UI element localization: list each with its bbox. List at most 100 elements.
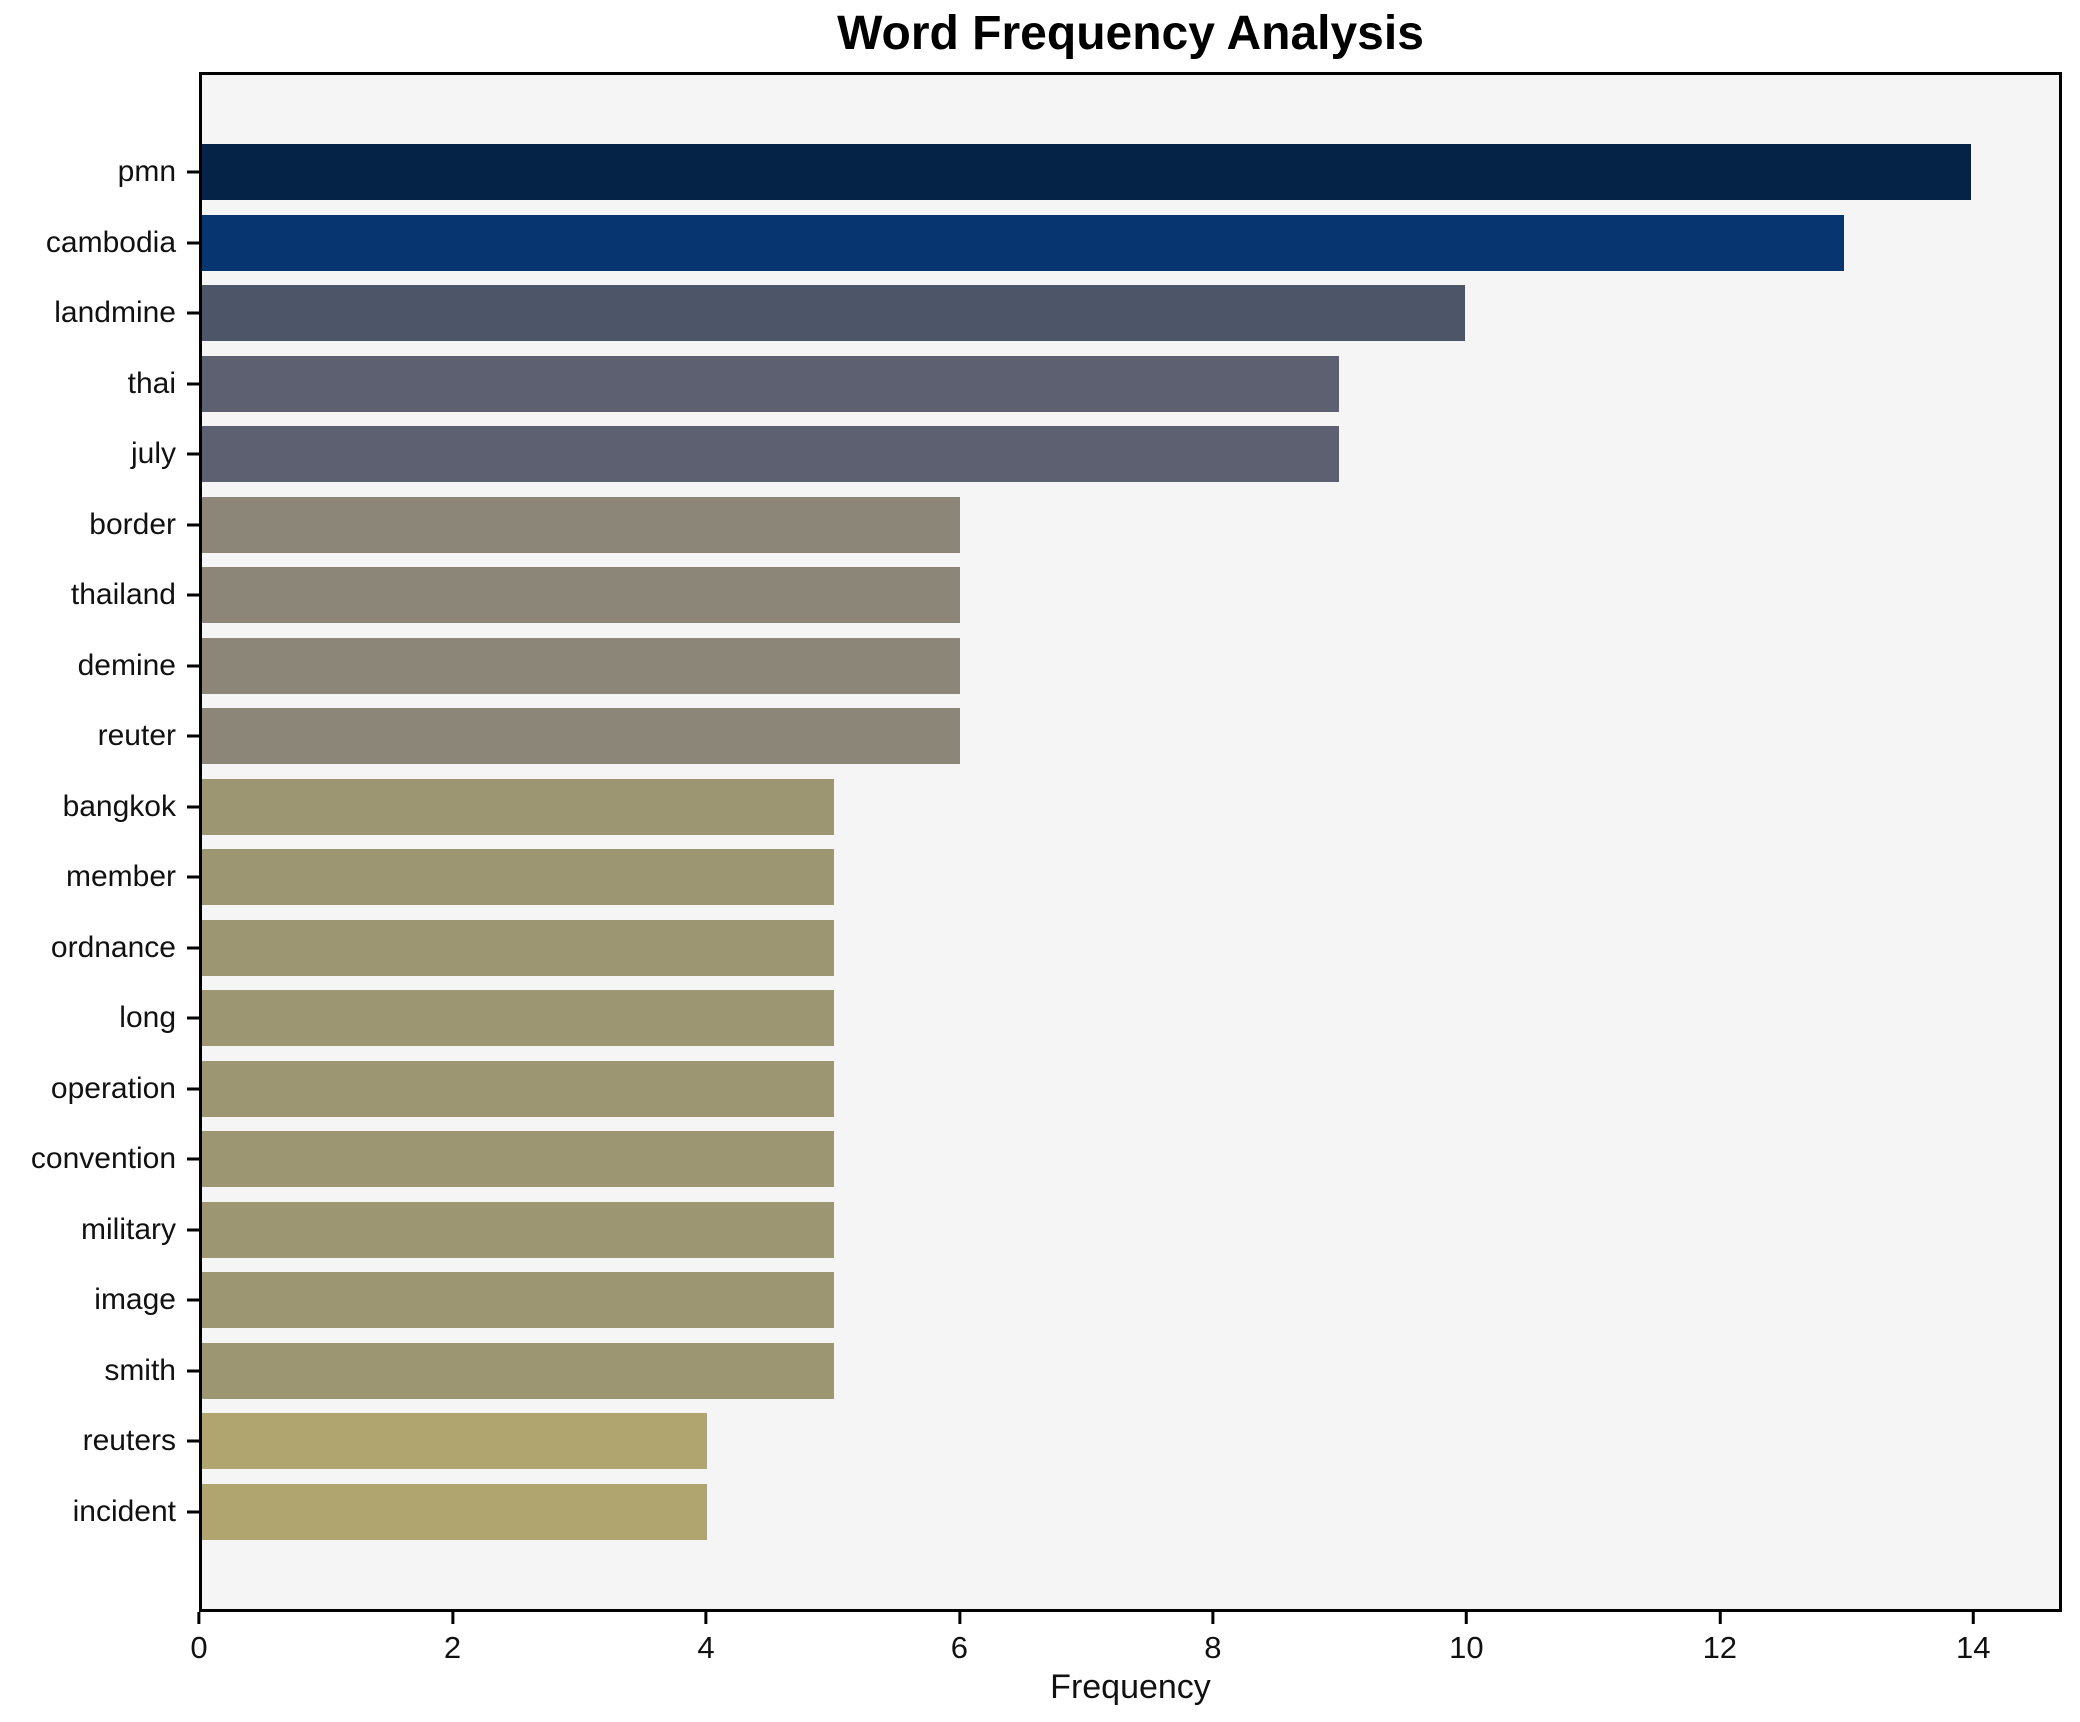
bar-thailand <box>202 567 960 624</box>
x-tick: 12 <box>1703 1612 1737 1666</box>
chart-row: bangkok <box>63 772 2059 843</box>
y-tick-mark <box>187 1439 199 1443</box>
bar-bangkok <box>202 778 834 835</box>
y-axis-label-demine: demine <box>77 648 176 682</box>
chart-row: thai <box>128 349 2059 420</box>
chart-row: reuters <box>83 1406 2059 1477</box>
chart-row: convention <box>31 1124 2059 1195</box>
plot-area: pmn cambodia landmine thai july border thailan… <box>31 72 2062 1612</box>
x-axis: 0 2 4 6 8 10 12 14 <box>190 1612 2062 1682</box>
chart-row: landmine <box>54 278 2059 349</box>
chart-row: ordnance <box>51 913 2059 984</box>
y-axis-label-reuter: reuter <box>97 719 176 753</box>
x-tick-label: 8 <box>1204 1630 1222 1665</box>
bar-military <box>202 1201 834 1258</box>
bar-incident <box>202 1483 708 1540</box>
x-tick: 6 <box>951 1612 968 1666</box>
y-axis-label-bangkok: bangkok <box>62 789 176 823</box>
bars-area: pmn cambodia landmine thai july border thailan… <box>31 75 2059 1609</box>
chart-row: july <box>131 419 2059 490</box>
x-tick-mark <box>197 1612 201 1624</box>
y-tick-mark <box>187 664 199 668</box>
x-tick: 10 <box>1449 1612 1484 1666</box>
chart-row: incident <box>73 1477 2059 1548</box>
chart-row: military <box>81 1195 2059 1266</box>
bar-reuters <box>202 1413 708 1470</box>
x-tick-label: 0 <box>190 1630 208 1665</box>
chart-row: member <box>66 842 2059 913</box>
y-axis-label-member: member <box>65 860 176 894</box>
y-tick-mark <box>187 875 199 879</box>
bar-ordnance <box>202 919 834 976</box>
x-tick-mark <box>957 1612 961 1624</box>
y-tick-mark <box>187 523 199 527</box>
bar-smith <box>202 1342 834 1399</box>
chart-title: Word Frequency Analysis <box>837 7 1424 60</box>
y-tick-mark <box>187 946 199 950</box>
chart-row: cambodia <box>46 208 2059 279</box>
x-tick-mark <box>450 1612 454 1624</box>
y-tick-mark <box>187 311 199 315</box>
bar-member <box>202 849 834 906</box>
x-tick-label: 12 <box>1702 1630 1738 1665</box>
x-tick-label: 10 <box>1449 1630 1484 1665</box>
y-axis-label-border: border <box>89 507 176 541</box>
y-axis-label-smith: smith <box>104 1353 176 1387</box>
x-tick-mark <box>704 1612 708 1624</box>
chart-row: demine <box>78 631 2059 702</box>
chart-row: smith <box>104 1336 2059 1407</box>
y-axis-label-landmine: landmine <box>54 296 176 330</box>
x-tick-mark <box>1464 1612 1468 1624</box>
bar-cambodia <box>202 214 1845 271</box>
y-tick-mark <box>187 1369 199 1373</box>
bar-landmine <box>202 285 1466 342</box>
bar-image <box>202 1272 834 1329</box>
y-axis-label-military: military <box>81 1212 176 1246</box>
y-axis-label-july: july <box>130 437 176 471</box>
y-axis-label-convention: convention <box>30 1142 176 1176</box>
y-axis-label-thai: thai <box>127 366 176 400</box>
y-axis-label-thailand: thailand <box>70 578 176 612</box>
bar-operation <box>202 1060 834 1117</box>
x-tick-label: 2 <box>443 1630 462 1665</box>
bar-thai <box>202 355 1339 412</box>
chart-row: border <box>89 490 2059 561</box>
bar-border <box>202 496 960 553</box>
y-tick-mark <box>187 805 199 809</box>
y-axis-label-image: image <box>94 1283 176 1317</box>
bar-reuter <box>202 708 960 765</box>
bar-convention <box>202 1131 834 1188</box>
y-tick-mark <box>187 1298 199 1302</box>
x-tick-mark <box>1971 1612 1975 1624</box>
y-axis-label-incident: incident <box>72 1494 176 1528</box>
y-tick-mark <box>187 734 199 738</box>
x-tick-mark <box>1211 1612 1215 1624</box>
x-tick: 2 <box>444 1612 461 1666</box>
x-tick-label: 4 <box>697 1630 715 1665</box>
x-axis-title: Frequency <box>1050 1668 1211 1706</box>
chart-row: image <box>94 1265 2059 1336</box>
x-tick-mark <box>1718 1612 1722 1624</box>
x-tick: 0 <box>190 1612 208 1666</box>
y-tick-mark <box>187 241 199 245</box>
y-tick-mark <box>187 170 199 174</box>
x-tick-label: 6 <box>950 1630 969 1665</box>
y-axis-label-reuters: reuters <box>82 1424 176 1458</box>
chart-row: thailand <box>71 560 2059 631</box>
bar-long <box>202 990 834 1047</box>
bar-pmn <box>202 144 1971 201</box>
chart-row: long <box>119 983 2059 1054</box>
y-tick-mark <box>187 593 199 597</box>
chart-row: pmn <box>118 137 2059 208</box>
x-tick: 4 <box>697 1612 715 1666</box>
bar-demine <box>202 637 960 694</box>
y-axis-label-operation: operation <box>50 1071 176 1105</box>
y-tick-mark <box>187 1228 199 1232</box>
y-tick-mark <box>187 452 199 456</box>
x-tick: 14 <box>1956 1612 1991 1666</box>
x-tick: 8 <box>1204 1612 1222 1666</box>
bar-july <box>202 426 1339 483</box>
y-axis-label-pmn: pmn <box>117 155 176 189</box>
chart-row: reuter <box>98 701 2059 772</box>
